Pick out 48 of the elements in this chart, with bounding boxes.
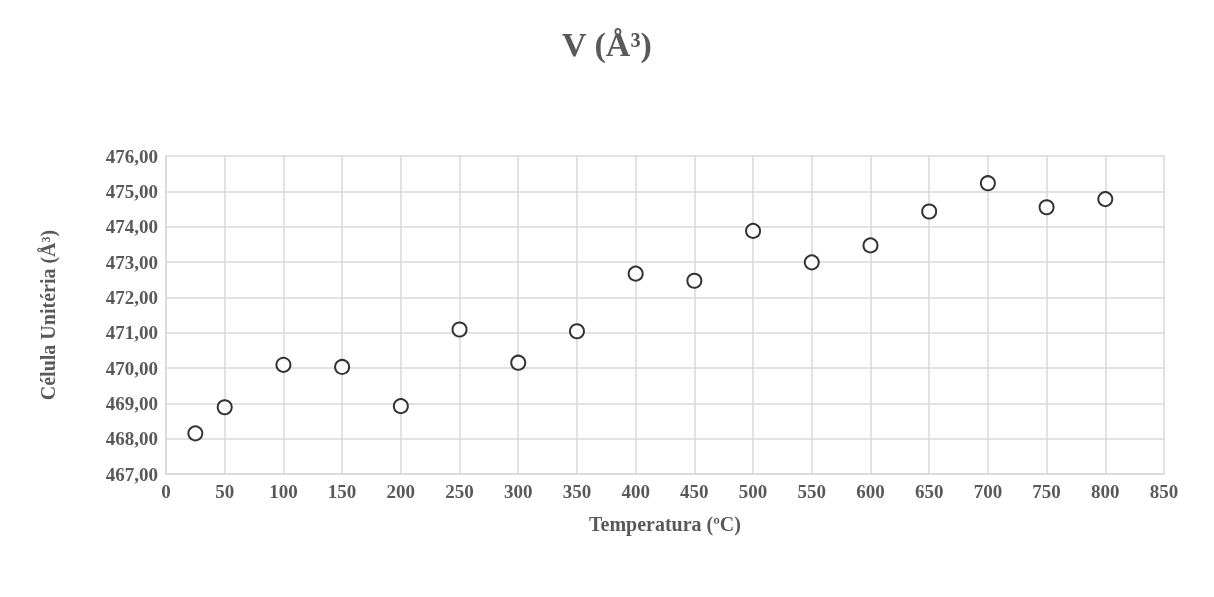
point (275, 356, 292, 373)
x-tick-label: 200 (386, 481, 416, 502)
y-tick-label: 467,00 (105, 463, 158, 485)
y-tick-label: 476,00 (105, 145, 158, 167)
x-tick-label: 50 (215, 481, 235, 502)
point (1038, 199, 1055, 216)
point (451, 321, 468, 338)
x-tick-label: 500 (738, 481, 768, 502)
x-tick-label: 600 (856, 481, 885, 502)
x-tick-label: 250 (445, 481, 474, 502)
point (187, 425, 204, 442)
y-tick-label: 474,00 (105, 216, 158, 238)
point (803, 254, 820, 271)
x-tick-label: 0 (161, 481, 171, 502)
y-tick-label: 468,00 (105, 428, 158, 450)
point (745, 222, 762, 239)
point (979, 175, 996, 192)
x-tick-label: 300 (503, 481, 533, 502)
x-tick-label: 750 (1032, 481, 1061, 502)
y-tick-label: 469,00 (105, 392, 158, 414)
x-tick-label: 650 (914, 481, 944, 502)
x-tick-label: 800 (1091, 481, 1120, 502)
y-tick-label: 475,00 (105, 180, 158, 202)
point (627, 265, 644, 282)
point (568, 323, 585, 340)
y-tick-label: 471,00 (105, 322, 158, 344)
point (862, 237, 879, 254)
point (392, 398, 409, 415)
point (510, 354, 527, 371)
x-tick-label: 100 (269, 481, 298, 502)
x-tick-label: 450 (680, 481, 709, 502)
point (216, 399, 233, 416)
y-axis-title: Célula Unitéria (Å³) (37, 229, 60, 401)
y-tick-label: 473,00 (105, 251, 158, 273)
y-tick-label: 472,00 (105, 286, 158, 308)
point (1097, 191, 1114, 208)
point (334, 358, 351, 375)
x-axis-title: Temperatura (ºC) (589, 513, 741, 536)
chart-title: V (Å³) (562, 25, 652, 64)
y-tick-label: 470,00 (105, 357, 158, 379)
point (686, 272, 703, 289)
x-tick-label: 700 (973, 481, 1003, 502)
x-tick-label: 350 (562, 481, 592, 502)
x-tick-label: 400 (621, 481, 650, 502)
x-tick-label: 150 (327, 481, 357, 502)
point (921, 203, 938, 220)
x-tick-label: 550 (797, 481, 827, 502)
x-tick-label: 850 (1149, 481, 1179, 502)
